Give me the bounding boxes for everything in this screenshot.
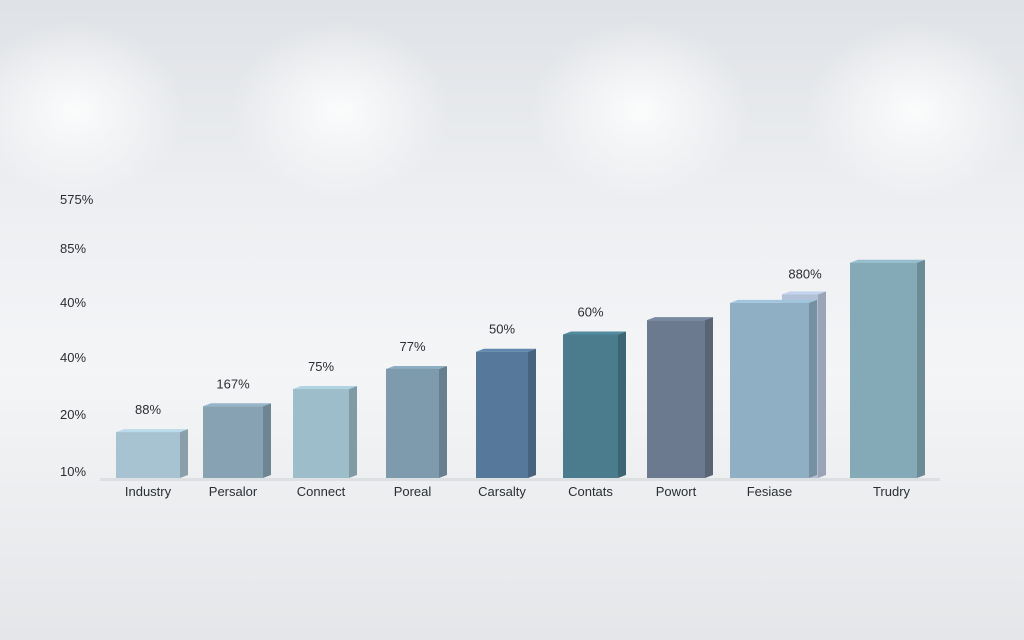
category-label: Fesiase bbox=[747, 484, 793, 499]
bar-side bbox=[180, 429, 188, 478]
bar-top bbox=[850, 259, 925, 263]
x-axis-category-labels: 88% Industry 167% Persalor 75% Connect 77% Pore… bbox=[125, 266, 911, 499]
bar-secondary-side bbox=[818, 291, 826, 478]
data-label: 880% bbox=[788, 266, 822, 281]
y-tick-label: 85% bbox=[60, 241, 86, 256]
bar-front bbox=[563, 334, 618, 478]
data-label: 167% bbox=[216, 376, 250, 391]
category-label: Powort bbox=[656, 484, 697, 499]
bar-secondary-top bbox=[782, 291, 826, 295]
category-label: Carsalty bbox=[478, 484, 526, 499]
bar-front bbox=[116, 432, 180, 478]
bar bbox=[116, 429, 188, 478]
bar-top bbox=[116, 429, 188, 433]
bar-front bbox=[476, 351, 528, 478]
bar-top bbox=[386, 365, 447, 369]
bar-front bbox=[850, 262, 917, 478]
bar bbox=[730, 299, 817, 478]
bar-top bbox=[203, 403, 271, 407]
bar-side bbox=[528, 348, 536, 478]
data-label: 60% bbox=[577, 305, 603, 320]
chart-floor bbox=[100, 478, 940, 481]
bar bbox=[293, 386, 357, 478]
bar bbox=[563, 331, 626, 478]
bar-top bbox=[563, 331, 626, 335]
floor-line bbox=[100, 478, 940, 481]
category-label: Contats bbox=[568, 484, 613, 499]
category-label: Poreal bbox=[394, 484, 432, 499]
bar-front bbox=[293, 389, 349, 478]
bar-top bbox=[730, 299, 817, 303]
bar-side bbox=[263, 403, 271, 478]
bar-side bbox=[917, 259, 925, 478]
y-tick-label: 20% bbox=[60, 407, 86, 422]
data-label: 50% bbox=[489, 322, 515, 337]
bar bbox=[203, 403, 271, 478]
category-label: Trudry bbox=[873, 484, 911, 499]
bar bbox=[850, 259, 925, 478]
bar-top bbox=[293, 386, 357, 390]
bar-front bbox=[647, 320, 705, 478]
y-tick-label: 40% bbox=[60, 350, 86, 365]
bar bbox=[647, 317, 713, 478]
category-label: Connect bbox=[297, 484, 346, 499]
bar-top bbox=[647, 317, 713, 321]
bar-side bbox=[809, 299, 817, 478]
data-label: 88% bbox=[135, 402, 161, 417]
data-label: 77% bbox=[399, 339, 425, 354]
bar bbox=[476, 348, 536, 478]
bar-front bbox=[203, 406, 263, 478]
bar bbox=[386, 365, 447, 478]
bars bbox=[116, 259, 925, 478]
category-label: Industry bbox=[125, 484, 172, 499]
bar-side bbox=[705, 317, 713, 478]
y-axis-tick-labels: 575% 85% 40% 40% 20% 10% bbox=[60, 192, 94, 479]
bar-side bbox=[439, 365, 447, 478]
bar-front bbox=[386, 368, 439, 478]
bar-front bbox=[730, 302, 809, 478]
bar-side bbox=[618, 331, 626, 478]
bar-top bbox=[476, 348, 536, 352]
bar-side bbox=[349, 386, 357, 478]
y-tick-label: 10% bbox=[60, 464, 86, 479]
data-label: 75% bbox=[308, 359, 334, 374]
y-tick-label: 575% bbox=[60, 192, 94, 207]
y-tick-label: 40% bbox=[60, 295, 86, 310]
category-label: Persalor bbox=[209, 484, 258, 499]
